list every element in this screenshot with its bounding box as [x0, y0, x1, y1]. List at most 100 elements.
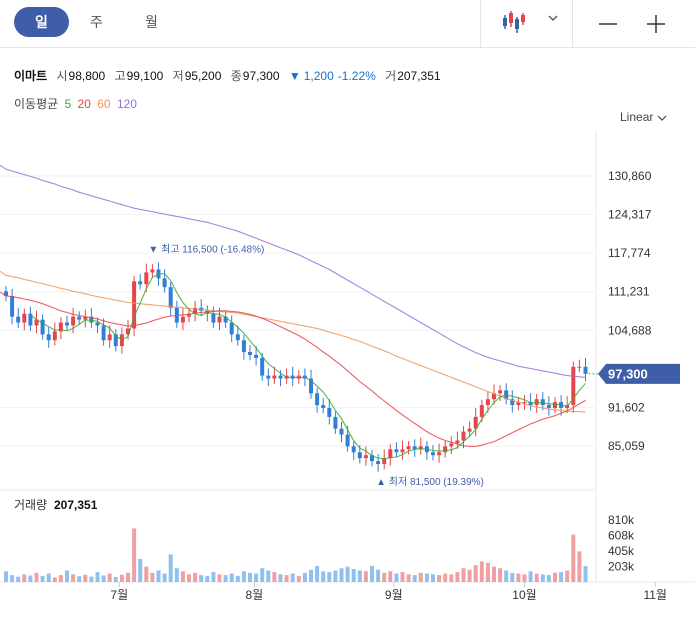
- price-tick-label: 130,860: [608, 169, 652, 183]
- volume-bar: [168, 554, 173, 582]
- candle-body: [455, 440, 460, 444]
- scale-toggle[interactable]: Linear: [620, 110, 667, 124]
- volume-bar: [309, 569, 313, 582]
- stock-name: 이마트: [14, 69, 48, 83]
- volume-bar: [382, 572, 387, 582]
- x-tick-label: 10월: [512, 588, 536, 602]
- candle-body: [58, 322, 63, 332]
- candle-body: [418, 446, 423, 450]
- candle-body: [248, 352, 252, 355]
- volume-bar: [492, 566, 496, 582]
- price-tick-label: 117,774: [608, 246, 651, 260]
- volume-bar: [510, 572, 515, 582]
- candle-body: [309, 378, 313, 394]
- volume-bar: [156, 570, 161, 582]
- volume-bar: [455, 572, 460, 582]
- chevron-down-icon: [548, 15, 558, 21]
- volume-bar: [290, 573, 295, 582]
- volume-bar: [376, 569, 381, 582]
- volume-tick-label: 810k: [608, 513, 635, 527]
- volume-bar: [485, 562, 490, 582]
- volume-bar: [400, 572, 405, 582]
- price-tick-label: 124,317: [608, 208, 652, 222]
- ma-5-legend: 5: [64, 97, 72, 111]
- volume-bar: [388, 571, 393, 582]
- volume-tick-label: 203k: [608, 559, 635, 573]
- candle-body: [278, 375, 283, 379]
- volume-bar: [107, 573, 112, 582]
- candle-body: [431, 452, 435, 456]
- volume-bar: [272, 572, 277, 582]
- candle-body: [339, 428, 344, 435]
- volume-bar: [199, 575, 204, 582]
- candle-body: [89, 316, 94, 323]
- chart-type-dropdown[interactable]: [480, 0, 573, 48]
- change-value: 1,200: [303, 69, 334, 83]
- open-label: 시: [56, 69, 68, 83]
- candle-body: [443, 446, 448, 453]
- volume-bar: [278, 574, 283, 582]
- quote-summary: 이마트 시98,800 고99,100 저95,200 종97,300 ▼ 1,2…: [14, 67, 447, 84]
- candle-body: [34, 319, 39, 326]
- volume-bar: [241, 571, 246, 582]
- volume-bar: [65, 570, 69, 582]
- volume-bar: [315, 565, 320, 582]
- volume-bar: [126, 572, 130, 582]
- volume-tick-label: 608k: [608, 528, 635, 542]
- volume-bar: [223, 575, 228, 582]
- volume-bar: [16, 576, 21, 582]
- moving-average-legend: 이동평균 5 20 60 120: [14, 95, 140, 112]
- chart-toolbar: 일 주 월: [0, 0, 695, 48]
- volume-bar: [28, 575, 33, 582]
- candle-body: [498, 390, 503, 394]
- volume-bar: [437, 575, 442, 582]
- volume-bar: [162, 573, 167, 582]
- volume-value: 207,351: [397, 69, 441, 83]
- low-value: 95,200: [184, 69, 222, 83]
- zoom-out-icon[interactable]: [593, 9, 623, 39]
- volume-bar: [461, 568, 466, 582]
- candle-body: [382, 458, 387, 465]
- ma120-line: [0, 164, 586, 378]
- ma5-line: [30, 273, 586, 460]
- candle-body: [546, 405, 551, 409]
- candle-body: [553, 402, 557, 409]
- ma-20-legend: 20: [77, 97, 91, 111]
- candle-body: [101, 325, 106, 341]
- low-label: 저: [172, 69, 184, 83]
- volume-bar: [577, 551, 582, 582]
- candle-body: [522, 402, 527, 404]
- high-label: 고: [114, 69, 126, 83]
- candle-body: [241, 340, 246, 353]
- tab-daily[interactable]: 일: [14, 7, 69, 37]
- zoom-in-icon[interactable]: [641, 9, 671, 39]
- candle-body: [351, 446, 356, 453]
- candle-body: [333, 416, 338, 429]
- candle-body: [77, 316, 82, 320]
- candle-body: [492, 393, 496, 400]
- chevron-down-icon: [657, 115, 667, 121]
- volume-bar: [260, 568, 265, 582]
- candle-body: [449, 443, 454, 447]
- tab-weekly[interactable]: 주: [90, 14, 103, 30]
- volume-bar: [351, 568, 356, 582]
- candle-body: [467, 428, 472, 432]
- tab-monthly[interactable]: 월: [145, 14, 158, 30]
- candle-body: [321, 405, 326, 409]
- candle-body: [528, 402, 533, 406]
- volume-bar: [138, 559, 143, 582]
- ma-120-legend: 120: [116, 97, 137, 111]
- candle-body: [272, 375, 277, 379]
- candle-body: [4, 291, 8, 297]
- volume-bar: [58, 575, 63, 582]
- volume-title: 거래량: [14, 498, 47, 512]
- ma60-line: [0, 270, 586, 413]
- candle-body: [235, 334, 240, 341]
- candle-body: [83, 316, 88, 320]
- candle-body: [150, 269, 155, 273]
- volume-bar: [193, 572, 198, 582]
- candle-body: [370, 455, 374, 462]
- volume-bar: [101, 575, 106, 582]
- price-tick-label: 104,688: [608, 323, 652, 337]
